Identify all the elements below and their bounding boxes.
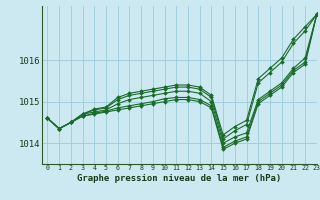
X-axis label: Graphe pression niveau de la mer (hPa): Graphe pression niveau de la mer (hPa) xyxy=(77,174,281,183)
